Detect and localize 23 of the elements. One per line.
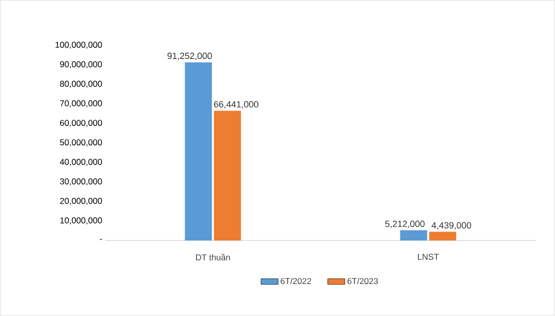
y-tick-label: 40,000,000 bbox=[60, 158, 102, 166]
legend-label: 6T/2023 bbox=[347, 278, 378, 284]
bar bbox=[429, 232, 456, 241]
y-tick-label: 80,000,000 bbox=[60, 80, 102, 88]
x-tick-label: DT thuần bbox=[196, 254, 230, 261]
y-tick-label: 50,000,000 bbox=[60, 139, 102, 146]
bar bbox=[400, 230, 428, 241]
y-tick-label: 100,000,000 bbox=[56, 42, 102, 49]
x-tick-label: LNST bbox=[418, 254, 439, 260]
y-tick-label: 70,000,000 bbox=[60, 100, 102, 108]
y-tick-label: 60,000,000 bbox=[60, 120, 102, 127]
bar bbox=[214, 110, 241, 241]
y-tick-label: 20,000,000 bbox=[60, 198, 102, 206]
data-label: 66,441,000 bbox=[214, 101, 258, 109]
legend-label: 6T/2022 bbox=[280, 278, 312, 284]
bar bbox=[184, 62, 212, 241]
y-tick-label: - bbox=[100, 239, 102, 240]
y-tick-label: 30,000,000 bbox=[60, 178, 102, 186]
data-label: 91,252,000 bbox=[168, 52, 212, 60]
data-label: 5,212,000 bbox=[385, 220, 425, 228]
data-label: 4,439,000 bbox=[432, 222, 472, 230]
y-tick-label: 10,000,000 bbox=[60, 218, 102, 225]
y-tick-label: 90,000,000 bbox=[60, 61, 102, 68]
